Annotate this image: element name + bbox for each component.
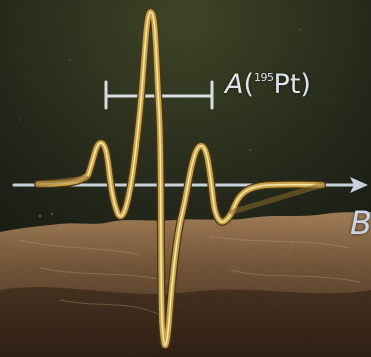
isotope-mass-number: 195 (254, 71, 274, 84)
isotope-element: Pt (273, 69, 301, 100)
hyperfine-coupling-label: A(195Pt) (225, 70, 311, 105)
magnetic-field-axis-label: B (350, 204, 371, 242)
coupling-letter: A (225, 69, 244, 100)
arrow-right-icon (350, 177, 368, 193)
coupling-close-paren: ) (300, 69, 311, 100)
spectrum-highlight (37, 11, 323, 346)
coupling-open-paren: ( (243, 69, 255, 100)
spectrum-coil-texture (35, 175, 325, 215)
epr-spectrum-trace (34, 7, 326, 350)
background-stars (19, 29, 301, 218)
terrain-streaks (19, 235, 361, 316)
terrain-shadow (0, 287, 371, 357)
